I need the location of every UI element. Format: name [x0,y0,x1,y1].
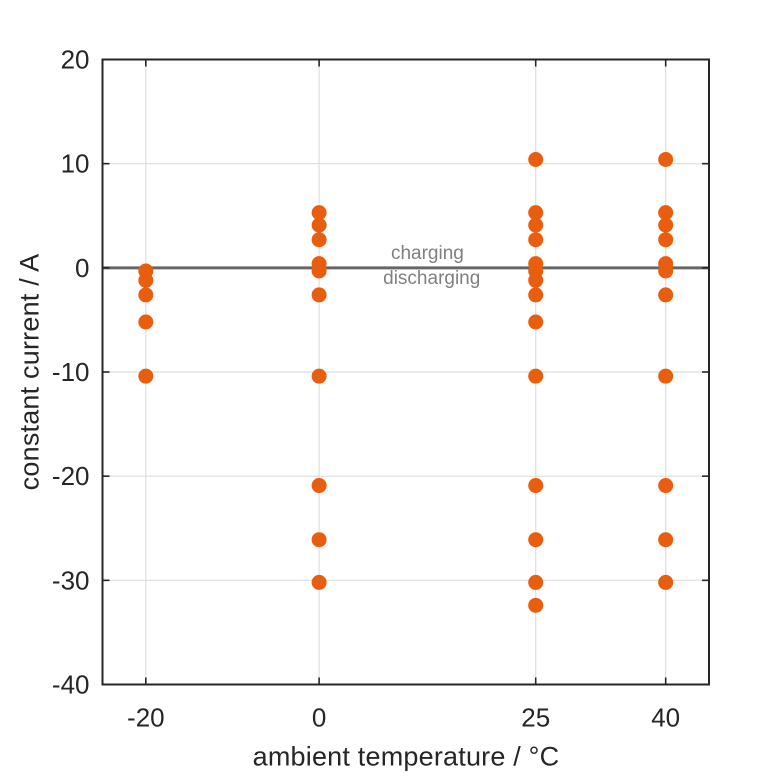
data-point [311,574,327,590]
annotation-charging: charging [390,243,464,265]
data-point [528,232,544,248]
data-point [311,217,327,233]
data-point [528,314,544,330]
data-point [528,532,544,548]
x-tick-label: 0 [312,703,326,733]
data-point [311,232,327,248]
y-axis-label: constant current / A [14,253,45,491]
data-point [138,272,154,288]
data-point [658,263,674,279]
plot-border [101,58,710,686]
y-tick-label: -40 [52,670,90,700]
data-point [528,597,544,613]
data-point [311,205,327,221]
x-tick-label: 25 [521,703,550,733]
y-tick-label: 0 [75,253,89,283]
data-point [658,232,674,248]
data-point [138,314,154,330]
data-point [528,478,544,494]
data-point [658,368,674,384]
y-tick-label: -10 [52,357,90,387]
y-tick-label: -20 [52,461,90,491]
data-point [528,368,544,384]
data-point [311,287,327,303]
x-tick-label: -20 [127,703,165,733]
data-point [658,217,674,233]
data-point [528,574,544,590]
data-point [138,287,154,303]
data-point [528,287,544,303]
x-axis-label: ambient temperature / °C [252,741,560,772]
y-tick-label: 10 [61,149,90,179]
data-point [658,205,674,221]
data-point [138,368,154,384]
x-tick-label: 40 [651,703,680,733]
data-point [311,368,327,384]
data-point [311,478,327,494]
data-point [311,532,327,548]
data-point [528,152,544,167]
y-tick-label: 20 [61,45,90,75]
data-point [311,263,327,279]
data-point [528,217,544,233]
data-point [528,272,544,288]
data-point [658,152,674,167]
y-tick-label: -30 [52,565,90,595]
data-point [658,532,674,548]
annotation-discharging: discharging [383,268,481,290]
data-point [528,205,544,221]
data-point [658,574,674,590]
data-point [658,287,674,303]
data-point [658,478,674,494]
